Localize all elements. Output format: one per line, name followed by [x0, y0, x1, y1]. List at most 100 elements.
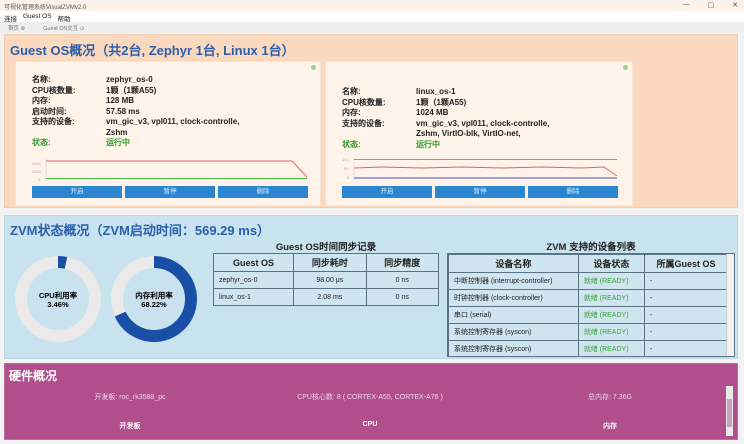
chart-tick: 100 [342, 157, 349, 162]
table-row[interactable]: 中断控制器 (interrupt-controller) 就绪 (READY) - [448, 272, 729, 290]
info-key: 名称: [32, 75, 51, 84]
title-bar: 可视化管理系统VisualZVMv2.0 [0, 0, 744, 11]
menu-guest-os[interactable]: Guest OS [23, 13, 52, 20]
table-cell: 时钟控制器 (clock-controller) [448, 289, 579, 307]
table-cell: zephyr_os-0 [212, 271, 295, 289]
table-cell: 98.00 μs [293, 271, 367, 289]
sync-table: Guest OS 同步耗时 同步精度 zephyr_os-0 98.00 μs 0 ns l… [212, 253, 440, 306]
table-cell: 就绪 (READY) [577, 340, 645, 356]
cpu-value: CPU核心数: 8 ( CORTEX-A55, CORTEX-A76 ) [297, 394, 443, 401]
info-value: 1颗（1颗A55) [106, 85, 157, 95]
minimize-button[interactable]: — [682, 1, 690, 8]
device-table-scrollbar[interactable] [726, 254, 734, 356]
info-value: zephyr_os-0 [106, 75, 153, 84]
column-header[interactable]: Guest OS [212, 253, 295, 272]
menu-connect[interactable]: 连接 [4, 16, 17, 23]
info-value: 1024 MB [416, 108, 449, 117]
info-row: CPU核数量: 1颗（1颗A55) [32, 86, 239, 97]
table-row[interactable]: zephyr_os-0 98.00 μs 0 ns [212, 271, 440, 289]
table-row[interactable]: linux_os-1 2.08 ms 0 ns [212, 288, 440, 306]
chart-tick: 0 [38, 177, 41, 182]
sync-table-title: Guest OS时间同步记录 [275, 242, 377, 253]
tab-bar: 首页 ⊗ Guest OS交互 ⊙ [0, 22, 744, 33]
menu-help[interactable]: 帮助 [57, 16, 71, 23]
delete-button[interactable]: 删除 [528, 186, 618, 198]
table-cell: 0 ns [365, 271, 440, 289]
table-header: 设备名称 设备状态 所属Guest OS [448, 254, 729, 273]
info-value: 57.58 ms [106, 106, 140, 116]
cpu-label: CPU [362, 421, 378, 428]
menu-bar: 连接 Guest OS 帮助 [0, 11, 744, 23]
status-value: 运行中 [416, 139, 440, 149]
chart-tick: 2000 [32, 169, 42, 174]
guest-os-section: Guest OS概况（共2台, Zephyr 1台, Linux 1台） 名称:… [4, 34, 738, 208]
guest-info: 名称: zephyr_os-0 CPU核数量: 1颗（1颗A55) 内存: 128 MB 启… [32, 75, 239, 149]
info-key: CPU核数量: [32, 85, 76, 95]
resource-chart: 100 50 0 [342, 157, 618, 180]
status-led-icon [623, 65, 628, 70]
table-row[interactable]: 时钟控制器 (clock-controller) 就绪 (READY) - [448, 289, 729, 307]
table-cell: - [643, 289, 729, 307]
column-header[interactable]: 设备名称 [448, 254, 579, 273]
memory-usage-value: 68.22% [141, 300, 167, 309]
table-cell: 串口 (serial) [448, 306, 579, 324]
delete-button[interactable]: 删除 [218, 186, 308, 198]
cpu-usage-donut: CPU利用率 3.46% [15, 256, 101, 342]
start-button[interactable]: 开启 [342, 186, 432, 198]
table-row[interactable]: 系统控制寄存器 (syscon) 就绪 (READY) - [448, 323, 729, 341]
table-cell: - [643, 272, 729, 290]
memory-usage-donut: 内存利用率 68.22% [111, 256, 197, 342]
chart-tick: 4000 [32, 161, 42, 166]
chart-tick: 0 [347, 175, 350, 180]
info-key: 支持的设备: [342, 118, 385, 128]
close-button[interactable]: ✕ [732, 2, 738, 9]
table-row[interactable]: 系统控制寄存器 (syscon) 就绪 (READY) - [448, 340, 729, 356]
info-key: 支持的设备: [32, 117, 75, 126]
pause-button[interactable]: 暂停 [435, 186, 525, 198]
chart-line-red [353, 166, 618, 177]
column-header[interactable]: 设备状态 [577, 254, 645, 273]
info-key: 名称: [342, 87, 361, 96]
status-led-icon [311, 65, 316, 70]
board-value: 开发板: roc_rk3588_pc [94, 394, 166, 401]
guest-card-linux: 名称: linux_os-1 CPU核数量: 1颗（1颗A55) 内存: 1024 MB 支… [325, 61, 633, 206]
status-row: 状态: 运行中 [342, 140, 549, 151]
status-key: 状态: [342, 139, 361, 149]
table-cell: - [643, 323, 729, 341]
guest-os-title: Guest OS概况（共2台, Zephyr 1台, Linux 1台） [10, 43, 295, 58]
device-table: 设备名称 设备状态 所属Guest OS 中断控制器 (interrupt-contr… [448, 254, 729, 356]
start-button[interactable]: 开启 [32, 186, 122, 198]
device-table-title: ZVM 支持的设备列表 [546, 242, 636, 253]
tab-home[interactable]: 首页 ⊗ [8, 26, 26, 32]
table-cell: 系统控制寄存器 (syscon) [448, 323, 579, 341]
info-value: 128 MB [106, 96, 135, 105]
info-row: 名称: linux_os-1 [342, 87, 549, 98]
table-cell: - [643, 306, 729, 324]
maximize-button[interactable]: ▢ [707, 2, 715, 9]
column-header[interactable]: 所属Guest OS [643, 254, 729, 273]
table-cell: 就绪 (READY) [577, 306, 645, 324]
table-row[interactable]: 串口 (serial) 就绪 (READY) - [448, 306, 729, 324]
info-row: CPU核数量: 1颗（1颗A55) [342, 98, 549, 109]
info-row: 内存: 128 MB [32, 96, 239, 107]
info-value: 1颗（1颗A55) [416, 97, 467, 107]
cpu-usage-arc [15, 256, 101, 342]
table-cell: 系统控制寄存器 (syscon) [448, 340, 579, 356]
tab-guest-os-interact[interactable]: Guest OS交互 ⊙ [43, 26, 85, 32]
column-header[interactable]: 同步精度 [365, 253, 440, 272]
info-key: 内存: [342, 108, 361, 117]
scrollbar-thumb[interactable] [727, 399, 732, 427]
table-cell: linux_os-1 [212, 288, 295, 306]
memory-usage-arc [111, 256, 197, 342]
board-label: 开发板 [119, 423, 141, 430]
chart-line-red [46, 160, 308, 178]
memory-label: 内存 [603, 423, 617, 430]
table-header: Guest OS 同步耗时 同步精度 [212, 253, 440, 272]
info-row: 支持的设备: vm_gic_v3, vpl011, clock-controlle… [342, 119, 549, 140]
hardware-scrollbar[interactable] [726, 386, 733, 436]
window-controls: — ▢ ✕ [683, 1, 739, 9]
column-header[interactable]: 同步耗时 [293, 253, 367, 272]
pause-button[interactable]: 暂停 [125, 186, 215, 198]
info-value: vm_gic_v3, vpl011, clock-controlle, Zshm… [416, 118, 550, 139]
table-cell: - [643, 340, 729, 356]
